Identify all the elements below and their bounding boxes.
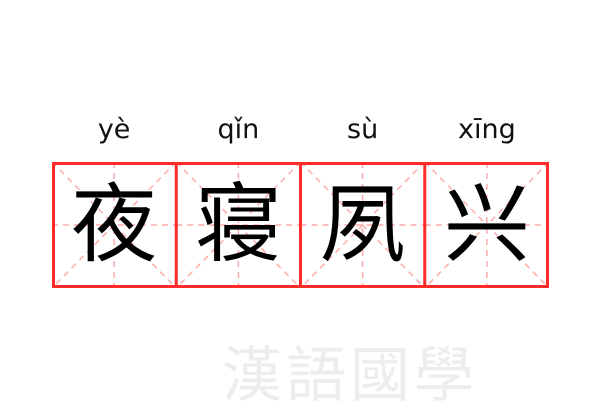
pinyin-2: qǐn	[217, 114, 260, 145]
character-4: 兴	[443, 175, 530, 275]
character-1: 夜	[71, 175, 158, 275]
pinyin-1: yè	[97, 114, 131, 145]
pinyin-4: xīng	[458, 114, 516, 145]
guide-diagonal	[424, 162, 549, 288]
guide-diagonal	[299, 162, 426, 288]
guide-diagonal	[175, 162, 302, 288]
pinyin-3: sù	[347, 114, 379, 145]
guide-diagonal	[52, 162, 177, 288]
character-2: 寝	[195, 175, 282, 275]
tian-grid-lines	[52, 162, 549, 288]
character-grid: 漢語國學 夜 寝 夙 兴	[52, 162, 549, 411]
watermark-logo: 漢語國學	[222, 341, 478, 411]
pinyin-row: yè qǐn sù xīng	[52, 110, 549, 150]
character-3: 夙	[319, 175, 406, 275]
